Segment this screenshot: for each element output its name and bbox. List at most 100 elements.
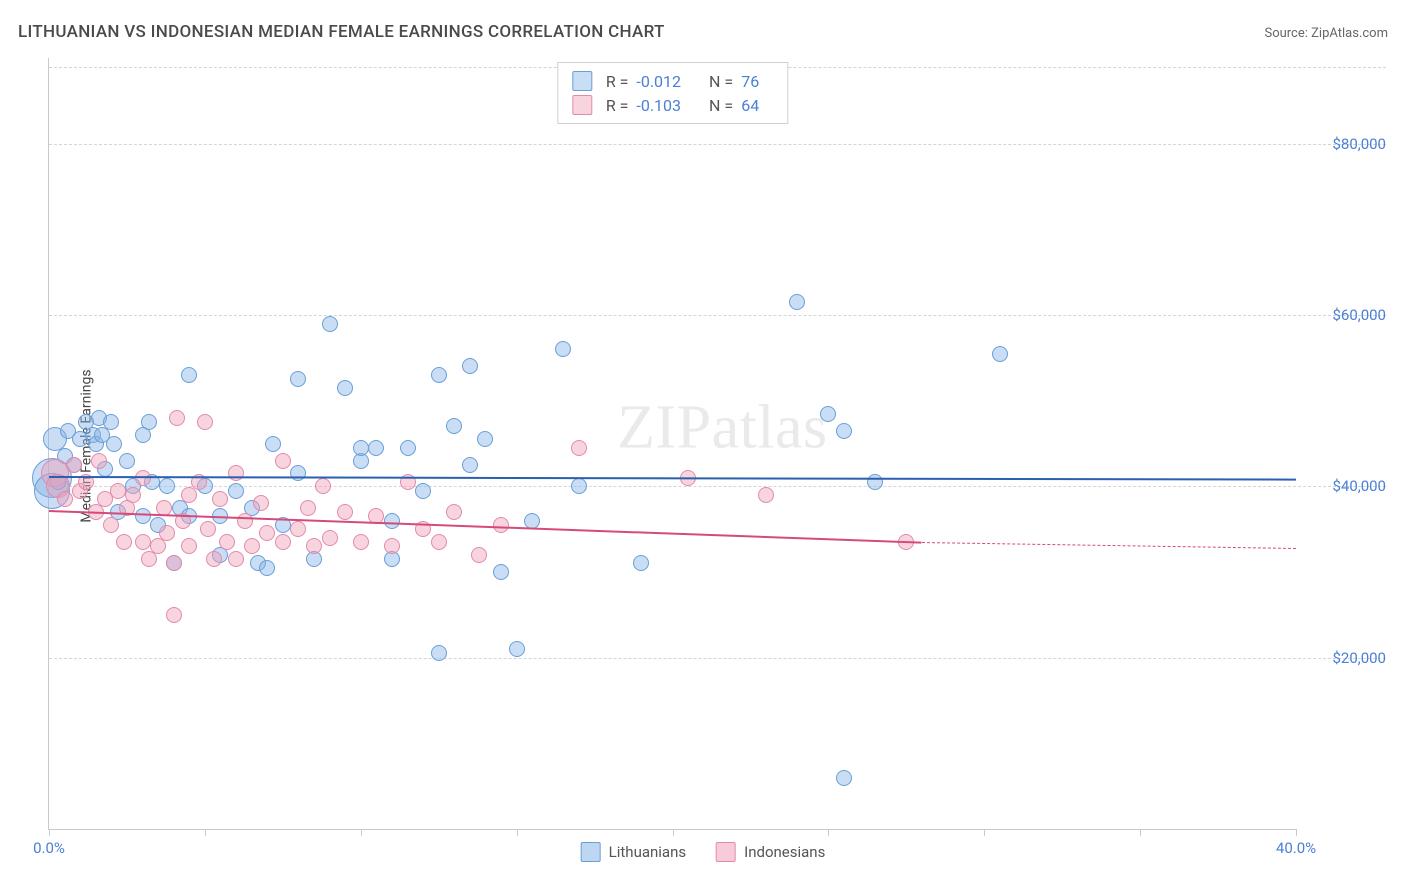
swatch-icon xyxy=(572,71,592,91)
scatter-point xyxy=(431,367,447,383)
legend-row-lithuanians: R = -0.012 N = 76 xyxy=(572,69,773,93)
r-value-1: -0.103 xyxy=(636,96,681,115)
scatter-point xyxy=(524,513,540,529)
scatter-point xyxy=(66,457,82,473)
scatter-point xyxy=(867,474,883,490)
legend-label: Lithuanians xyxy=(609,843,686,861)
trend-line xyxy=(922,542,1296,549)
scatter-point xyxy=(477,431,493,447)
scatter-point xyxy=(259,525,275,541)
scatter-point xyxy=(110,483,126,499)
x-tick xyxy=(1296,829,1297,836)
scatter-point xyxy=(322,316,338,332)
scatter-point xyxy=(228,551,244,567)
scatter-point xyxy=(555,341,571,357)
scatter-point xyxy=(103,517,119,533)
scatter-point xyxy=(265,436,281,452)
scatter-point xyxy=(633,555,649,571)
scatter-point xyxy=(300,500,316,516)
y-tick-label: $40,000 xyxy=(1306,477,1386,495)
n-value-0: 76 xyxy=(741,72,759,91)
swatch-icon xyxy=(572,95,592,115)
scatter-point xyxy=(820,406,836,422)
r-label: R = xyxy=(606,72,629,91)
scatter-point xyxy=(119,453,135,469)
scatter-point xyxy=(259,560,275,576)
chart-plot-area: ZIPatlas R = -0.012 N = 76 R = -0.103 N … xyxy=(48,58,1296,830)
scatter-point xyxy=(253,495,269,511)
scatter-point xyxy=(116,534,132,550)
scatter-point xyxy=(789,294,805,310)
y-tick-label: $20,000 xyxy=(1306,649,1386,667)
y-tick-label: $60,000 xyxy=(1306,306,1386,324)
n-value-1: 64 xyxy=(741,96,759,115)
scatter-point xyxy=(509,641,525,657)
chart-title: LITHUANIAN VS INDONESIAN MEDIAN FEMALE E… xyxy=(18,22,665,42)
scatter-point xyxy=(275,534,291,550)
scatter-point xyxy=(181,538,197,554)
x-tick-label: 0.0% xyxy=(33,839,65,857)
legend-row-indonesians: R = -0.103 N = 64 xyxy=(572,93,773,117)
r-label: R = xyxy=(606,96,629,115)
scatter-point xyxy=(290,521,306,537)
swatch-icon xyxy=(581,842,601,862)
scatter-point xyxy=(368,440,384,456)
correlation-legend: R = -0.012 N = 76 R = -0.103 N = 64 xyxy=(557,62,788,124)
scatter-point xyxy=(219,534,235,550)
scatter-point xyxy=(384,538,400,554)
x-tick xyxy=(1140,829,1141,836)
x-tick-label: 40.0% xyxy=(1276,839,1316,857)
scatter-point xyxy=(228,465,244,481)
watermark: ZIPatlas xyxy=(617,393,828,464)
swatch-icon xyxy=(716,842,736,862)
scatter-point xyxy=(431,534,447,550)
scatter-point xyxy=(212,491,228,507)
gridline xyxy=(49,144,1386,145)
scatter-point xyxy=(181,367,197,383)
gridline xyxy=(49,486,1386,487)
r-value-0: -0.012 xyxy=(636,72,681,91)
scatter-point xyxy=(237,513,253,529)
scatter-point xyxy=(337,380,353,396)
scatter-point xyxy=(315,478,331,494)
source-label: Source: ZipAtlas.com xyxy=(1264,26,1388,41)
scatter-point xyxy=(571,478,587,494)
scatter-point xyxy=(125,487,141,503)
legend-item-indonesians: Indonesians xyxy=(716,842,825,862)
scatter-point xyxy=(446,504,462,520)
scatter-point xyxy=(290,465,306,481)
scatter-point xyxy=(169,410,185,426)
scatter-point xyxy=(106,436,122,452)
scatter-point xyxy=(384,513,400,529)
scatter-point xyxy=(431,645,447,661)
gridline xyxy=(49,315,1386,316)
x-tick xyxy=(49,829,50,836)
scatter-point xyxy=(571,440,587,456)
scatter-point xyxy=(337,504,353,520)
scatter-point xyxy=(758,487,774,503)
scatter-point xyxy=(57,491,73,507)
x-tick xyxy=(828,829,829,836)
scatter-point xyxy=(415,483,431,499)
x-tick xyxy=(673,829,674,836)
scatter-point xyxy=(166,555,182,571)
scatter-point xyxy=(353,440,369,456)
scatter-point xyxy=(275,453,291,469)
scatter-point xyxy=(462,457,478,473)
legend-label: Indonesians xyxy=(744,843,825,861)
y-tick-label: $80,000 xyxy=(1306,135,1386,153)
scatter-point xyxy=(159,478,175,494)
scatter-point xyxy=(141,414,157,430)
scatter-point xyxy=(471,547,487,563)
legend-item-lithuanians: Lithuanians xyxy=(581,842,686,862)
scatter-point xyxy=(836,770,852,786)
scatter-point xyxy=(446,418,462,434)
scatter-point xyxy=(135,508,151,524)
x-tick xyxy=(517,829,518,836)
n-label: N = xyxy=(709,72,733,91)
scatter-point xyxy=(159,525,175,541)
scatter-point xyxy=(91,453,107,469)
scatter-point xyxy=(306,538,322,554)
scatter-point xyxy=(353,534,369,550)
x-tick xyxy=(361,829,362,836)
